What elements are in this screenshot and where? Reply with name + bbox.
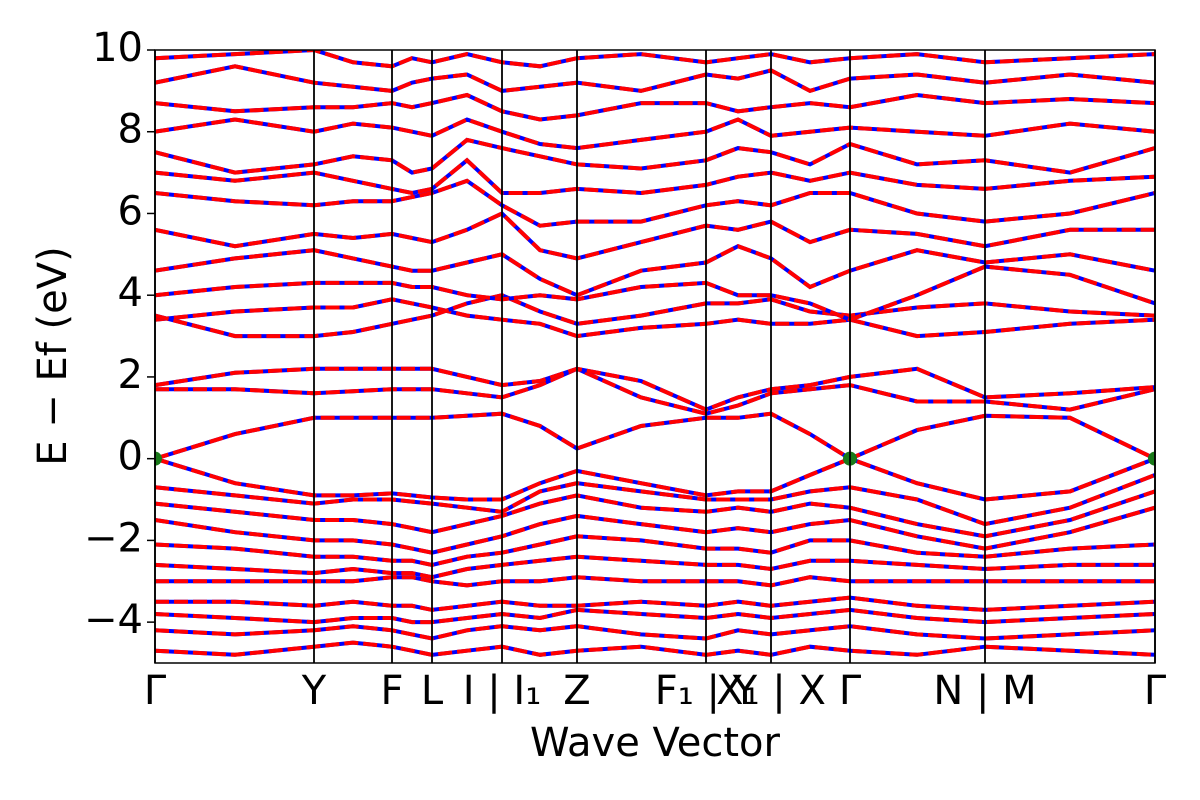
x-tick-label: X₁ | X: [716, 668, 826, 714]
y-axis-label: E − Ef (eV): [30, 246, 76, 465]
x-tick-label: Γ: [839, 668, 862, 714]
x-tick-label: F₁ | Y: [655, 668, 758, 714]
x-axis-label: Wave Vector: [530, 720, 781, 766]
y-tick-label: 6: [118, 188, 143, 234]
y-tick-label: −4: [84, 597, 143, 643]
y-tick-label: 8: [118, 107, 143, 153]
x-tick-label: N | M: [933, 668, 1036, 714]
y-tick-label: −2: [84, 515, 143, 561]
y-tick-label: 4: [118, 270, 143, 316]
y-tick-label: 2: [118, 352, 143, 398]
marker: [1148, 451, 1155, 466]
x-tick-label: Z: [563, 668, 590, 714]
x-tick-label: L: [421, 668, 444, 714]
band-overlay: [155, 117, 1155, 151]
band-overlay: [155, 456, 1155, 502]
band-overlay: [155, 293, 1155, 339]
x-tick-label: Γ: [144, 668, 167, 714]
marker: [155, 451, 162, 466]
x-tick-label: Γ: [1144, 668, 1167, 714]
band-overlay: [155, 64, 1155, 94]
x-tick-label: F: [380, 668, 403, 714]
y-tick-label: 10: [92, 25, 143, 71]
band-overlay: [155, 411, 1155, 461]
x-tick-label: Y: [301, 668, 327, 714]
x-tick-label: I | I₁: [463, 668, 542, 714]
y-tick-label: 0: [118, 434, 143, 480]
